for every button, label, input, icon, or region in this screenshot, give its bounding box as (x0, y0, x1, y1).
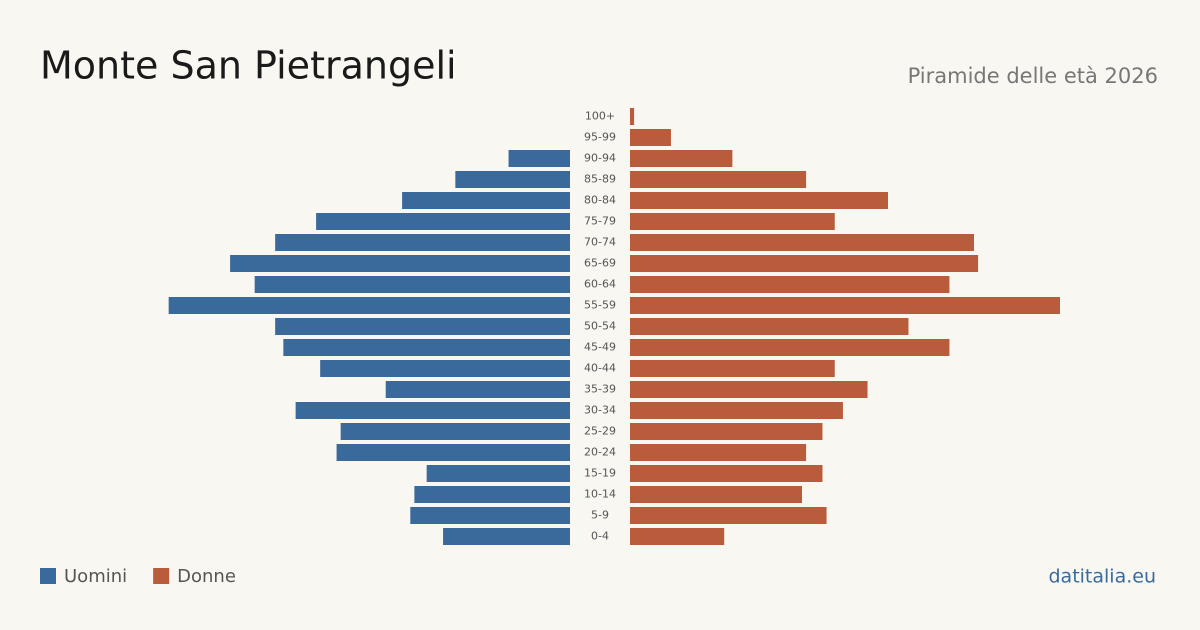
y-tick-label: 40-44 (584, 362, 616, 375)
bar (630, 192, 888, 209)
y-tick-label: 70-74 (584, 236, 616, 249)
y-tick-label: 20-24 (584, 446, 616, 459)
legend-swatch (153, 568, 170, 584)
bar (630, 381, 868, 398)
bar (630, 402, 843, 419)
bar (295, 402, 570, 419)
legend-label: Uomini (64, 566, 127, 587)
y-tick-label: 90-94 (584, 152, 616, 165)
y-tick-label: 5-9 (591, 509, 609, 522)
bar (630, 507, 827, 524)
y-tick-label: 65-69 (584, 257, 616, 270)
bar (630, 276, 950, 293)
bar (385, 381, 570, 398)
bar (630, 318, 909, 335)
chart-subtitle: Piramide delle età 2026 (908, 64, 1158, 88)
y-tick-label: 15-19 (584, 467, 616, 480)
bar (402, 192, 570, 209)
bar (275, 318, 570, 335)
bar (630, 486, 802, 503)
legend-label: Donne (177, 566, 236, 587)
bar (426, 465, 570, 482)
y-tick-label: 100+ (585, 110, 615, 123)
bar (630, 150, 733, 167)
bar (630, 423, 823, 440)
bar (168, 297, 570, 314)
y-tick-label: 45-49 (584, 341, 616, 354)
chart-title: Monte San Pietrangeli (40, 44, 457, 88)
bar (630, 528, 725, 545)
y-tick-label: 35-39 (584, 383, 616, 396)
y-tick-label: 75-79 (584, 215, 616, 228)
y-tick-label: 10-14 (584, 488, 616, 501)
bar (283, 339, 570, 356)
bar (630, 129, 671, 146)
source: datitalia.eu (1049, 566, 1157, 588)
bar (630, 360, 835, 377)
y-tick-label: 30-34 (584, 404, 616, 417)
bar (316, 213, 570, 230)
bar (414, 486, 570, 503)
y-tick-label: 80-84 (584, 194, 616, 207)
bar (508, 150, 570, 167)
y-tick-label: 95-99 (584, 131, 616, 144)
bar (230, 255, 570, 272)
bar (630, 444, 807, 461)
bar (410, 507, 570, 524)
bar (630, 297, 1060, 314)
y-tick-label: 0-4 (591, 530, 609, 543)
bar (630, 171, 807, 188)
bar (254, 276, 570, 293)
bar (630, 255, 979, 272)
bar (630, 213, 835, 230)
bar (336, 444, 570, 461)
bar (630, 339, 950, 356)
bar (275, 234, 570, 251)
bar (443, 528, 570, 545)
bar (630, 108, 635, 125)
y-tick-label: 25-29 (584, 425, 616, 438)
y-tick-label: 85-89 (584, 173, 616, 186)
bar (455, 171, 570, 188)
y-tick-label: 50-54 (584, 320, 616, 333)
bar (630, 234, 974, 251)
bar (340, 423, 570, 440)
bar (320, 360, 570, 377)
y-tick-label: 60-64 (584, 278, 616, 291)
y-tick-label: 55-59 (584, 299, 616, 312)
bar (630, 465, 823, 482)
legend-swatch (40, 568, 56, 584)
